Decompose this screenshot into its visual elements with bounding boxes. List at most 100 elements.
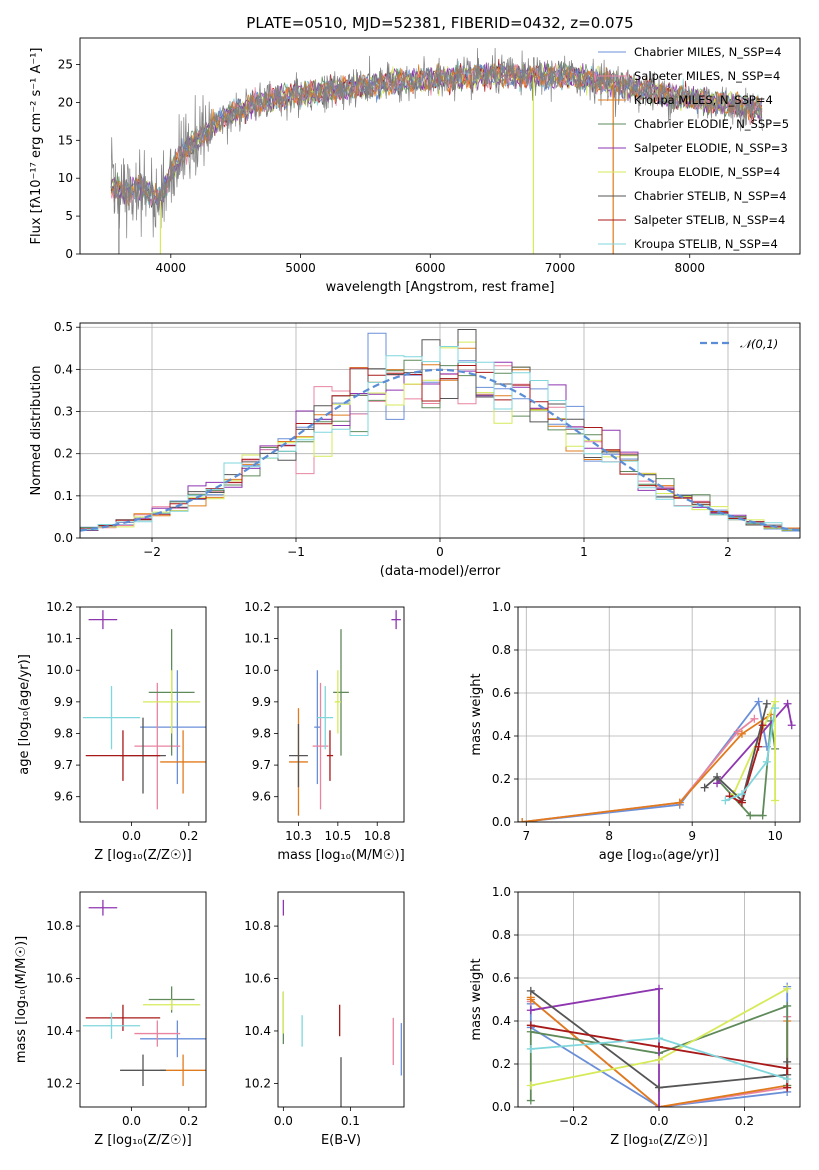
y-tick-label: 0.1 (54, 489, 73, 503)
plus-marker (783, 1001, 792, 1010)
plus-marker (655, 1042, 663, 1051)
x-tick-label: 10.8 (364, 829, 391, 843)
axes-frame (277, 606, 405, 823)
x-tick-label: 8 (605, 829, 613, 843)
y-tick-label: 25 (58, 58, 73, 72)
x-tick-label: −0.2 (559, 1114, 588, 1128)
y-tick-label: 0.4 (492, 1014, 511, 1028)
plus-marker (655, 1103, 663, 1107)
y-tick-label: 0.4 (492, 729, 511, 743)
plus-marker (737, 798, 746, 807)
panel-mass-weight-vs-age: 7 8 9 10 0.0 0.2 0.4 0.6 0.8 1.0 age [log₁₀(age/yr… (469, 600, 801, 863)
legend-entry: Kroupa MILES, N_SSP=4 (634, 93, 773, 107)
panel-mass-weight-vs-z: −0.2 0.0 0.2 0.0 0.2 0.4 0.6 0.8 1.0 Z [log₁₀(Z/Z… (469, 885, 801, 1148)
legend: Chabrier MILES, N_SSP=4 Salpeter MILES, N… (598, 45, 789, 251)
plot-area (289, 610, 401, 816)
plot-area (80, 329, 800, 538)
axes-frame (79, 606, 207, 823)
legend-entry: Kroupa ELODIE, N_SSP=4 (634, 165, 780, 179)
errorbar-point (140, 670, 206, 785)
legend-entry: 𝒩(0,1) (740, 337, 778, 351)
chart-title: PLATE=0510, MJD=52381, FIBERID=0432, z=0… (246, 14, 633, 32)
x-axis-label: E(B-V) (321, 1133, 361, 1148)
mass-weight-line (704, 703, 768, 803)
y-tick-label: 1.0 (492, 600, 511, 614)
observed-spectrum-line (110, 47, 763, 239)
plus-marker (762, 757, 771, 766)
plus-marker (783, 1083, 792, 1092)
errorbar-point (334, 670, 341, 734)
y-tick-label: 15 (58, 133, 73, 147)
y-tick-label: 0.0 (54, 531, 73, 545)
plus-marker (746, 811, 755, 820)
y-tick-label: 1.0 (492, 885, 511, 899)
errorbar-point (160, 1054, 206, 1087)
y-tick-label: 10.2 (244, 600, 271, 614)
x-tick-label: 9 (688, 829, 696, 843)
axes-frame (517, 891, 801, 1108)
y-tick-label: 10.1 (244, 632, 271, 646)
x-tick-label: 0.0 (649, 1114, 668, 1128)
errorbar-point (140, 1020, 206, 1058)
x-tick-label: 2 (724, 545, 732, 559)
axes-frame (517, 606, 801, 823)
legend-entry: Chabrier ELODIE, N_SSP=5 (634, 117, 789, 131)
legend-entry: Kroupa STELIB, N_SSP=4 (634, 237, 778, 251)
legend-entry: Salpeter STELIB, N_SSP=4 (634, 213, 785, 227)
x-axis-label: Z [log₁₀(Z/Z☉)] (94, 1133, 191, 1148)
y-axis-label: age [log₁₀(age/yr)] (17, 654, 32, 775)
x-tick-label: 6000 (415, 261, 446, 275)
y-tick-label: 10.8 (244, 919, 271, 933)
y-axis-label: mass [log₁₀(M/M☉)] (14, 936, 29, 1063)
x-axis-label: Z [log₁₀(Z/Z☉)] (94, 848, 191, 863)
plus-marker (762, 699, 771, 708)
plus-marker (526, 986, 535, 995)
mass-weight-line (725, 707, 776, 802)
plus-marker (758, 721, 767, 730)
y-tick-label: 9.7 (252, 758, 271, 772)
y-axis-label: Normed distribution (29, 366, 44, 496)
errorbar-point (160, 730, 206, 794)
errorbar-point (143, 999, 201, 1010)
y-axis-label: mass weight (469, 673, 484, 755)
x-tick-label: 10.3 (285, 829, 312, 843)
panel-age-vs-z: 0.0 0.2 9.6 9.7 9.8 9.9 10.0 10.1 10.2 Z [log₁₀(Z… (17, 600, 207, 863)
y-tick-label: 10.4 (244, 1024, 271, 1038)
y-tick-label: 10.6 (46, 972, 73, 986)
y-tick-label: 9.9 (54, 695, 73, 709)
y-tick-label: 9.6 (252, 790, 271, 804)
plot-area (82, 610, 206, 810)
axes-frame (79, 37, 801, 255)
panel-age-vs-mass: 10.3 10.5 10.8 9.6 9.7 9.8 9.9 10.0 10.1 10.2 mass… (244, 600, 404, 863)
y-tick-label: 0.6 (492, 971, 511, 985)
errorbar-point (88, 899, 118, 916)
plus-marker (526, 1044, 535, 1053)
y-tick-label: 20 (58, 95, 73, 109)
y-tick-label: 0.6 (492, 686, 511, 700)
plus-marker (783, 984, 792, 993)
mass-weight-line (522, 699, 768, 822)
axes-frame (79, 322, 801, 539)
errorbar-point (391, 610, 401, 630)
y-axis-label: Flux [fλ10⁻¹⁷ erg cm⁻² s⁻¹ A⁻¹] (29, 48, 44, 245)
y-tick-label: 10 (58, 171, 73, 185)
y-tick-label: 9.8 (54, 726, 73, 740)
mass-weight-line (521, 713, 772, 822)
x-tick-label: 0.2 (735, 1114, 754, 1128)
errorbar-point (88, 610, 118, 630)
plot-area (526, 982, 792, 1107)
plus-marker (655, 1083, 663, 1092)
plus-marker (771, 704, 780, 713)
plus-marker (721, 796, 730, 805)
legend-entry: Salpeter ELODIE, N_SSP=3 (634, 141, 788, 155)
y-tick-label: 0.3 (54, 405, 73, 419)
y-tick-label: 0.0 (492, 1100, 511, 1114)
legend-entry: Salpeter MILES, N_SSP=4 (634, 69, 780, 83)
plus-marker (787, 721, 796, 730)
y-tick-label: 0.0 (492, 815, 511, 829)
plus-marker (737, 790, 746, 799)
x-tick-label: 0 (436, 545, 444, 559)
axes-frame (79, 891, 207, 1108)
legend: 𝒩(0,1) (700, 337, 778, 351)
y-tick-label: 0.2 (492, 1057, 511, 1071)
